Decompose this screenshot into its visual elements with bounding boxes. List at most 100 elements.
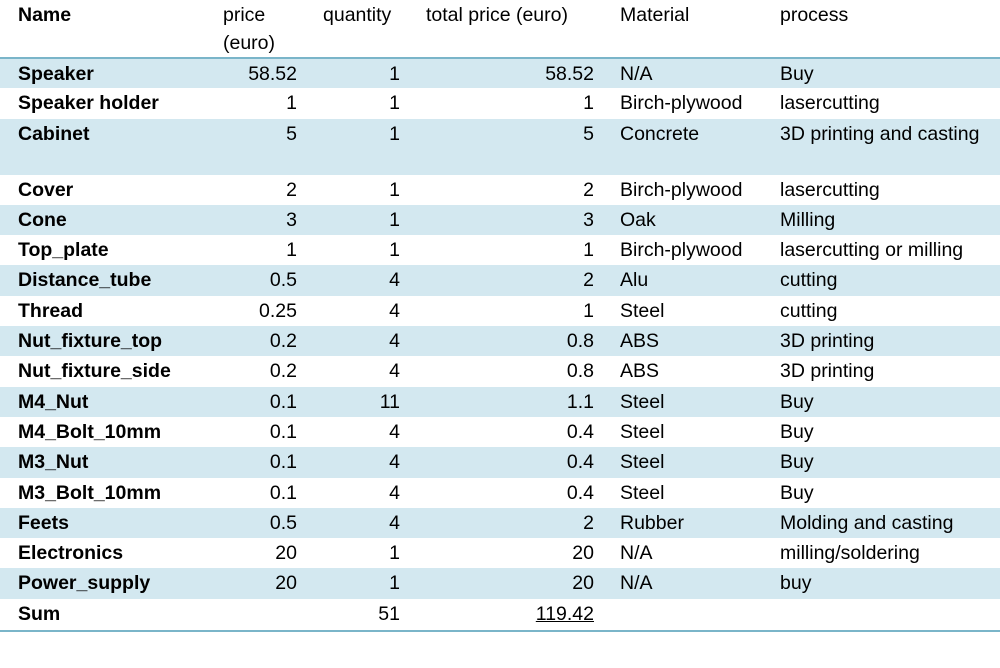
table-row: M3_Nut 0.1 4 0.4 Steel Buy [0,447,1000,478]
cell-price: 0.25 [259,299,297,322]
cell-material: N/A [620,542,653,565]
cell-price: 0.2 [269,360,297,383]
table-row: Distance_tube 0.5 4 2 Alu cutting [0,265,1000,296]
cell-material: Rubber [602,507,762,539]
cell-price: 0.2 [205,326,305,357]
cell-process: Buy [762,447,1000,478]
cell-material: Alu [602,265,762,296]
table-row: Top_plate 1 1 1 Birch-plywood lasercutting or… [0,235,1000,265]
cell-total-price: 20 [408,568,602,599]
cell-total-price: 2 [408,265,602,296]
table-row: M4_Nut 0.1 11 1.1 Steel Buy [0,386,1000,417]
header-price: price (euro) [205,0,305,59]
cell-total-price: 3 [408,204,602,236]
cell-total-price: 58.52 [408,58,602,89]
cell-material: N/A [602,568,762,599]
cell-total-price: 0.8 [566,360,594,383]
cell-quantity: 1 [389,239,400,262]
cell-price: 20 [205,568,305,599]
table-row: Nut_fixture_side 0.2 4 0.8 ABS 3D printing [0,356,1000,386]
cell-price: 0.5 [205,507,305,539]
cell-process: lasercutting [780,92,880,115]
sum-material-cell [602,598,762,632]
cell-price: 2 [286,178,297,201]
cell-material: N/A [602,58,762,89]
cell-process: Buy [780,420,814,443]
sum-process-cell [762,598,1000,632]
cell-quantity: 4 [389,420,400,443]
cell-total-price: 0.4 [566,420,594,443]
cell-name: Nut_fixture_top [0,326,205,357]
cell-name: M3_Nut [0,447,205,478]
cell-total-price: 0.8 [408,326,602,357]
cell-name: Feets [0,507,205,539]
sum-label: Sum [0,598,205,632]
sum-quantity: 51 [305,598,408,632]
cell-process: Buy [762,58,1000,89]
cell-name: Cabinet [0,118,205,175]
cell-name: Distance_tube [0,265,205,296]
cell-quantity: 4 [305,507,408,539]
cell-process: Buy [762,386,1000,417]
cell-price: 0.5 [205,265,305,296]
sum-total: 119.42 [535,602,594,625]
cell-process: 3D printing [780,360,875,383]
table-row: Cover 2 1 2 Birch-plywood lasercutting [0,175,1000,205]
cell-total-price: 1 [583,299,594,322]
header-process: process [762,0,1000,59]
cell-material: Oak [602,204,762,236]
cell-material: ABS [602,326,762,357]
cell-process: 3D printing [762,326,1000,357]
cell-total-price: 0.4 [566,481,594,504]
cell-name: Cover [18,178,74,201]
cell-name: M4_Nut [0,386,205,417]
cell-name: M4_Bolt_10mm [18,420,162,443]
cell-material: Steel [620,481,665,504]
cell-quantity: 4 [305,265,408,296]
table-row: Nut_fixture_top 0.2 4 0.8 ABS 3D printing [0,326,1000,357]
cell-price: 0.1 [269,420,297,443]
table-row: M3_Bolt_10mm 0.1 4 0.4 Steel Buy [0,478,1000,508]
cell-name: Speaker [0,58,205,89]
cell-price: 5 [205,118,305,175]
cell-price: 0.1 [205,447,305,478]
cell-material: Steel [620,420,665,443]
header-name: Name [0,0,205,59]
cell-total-price: 1 [583,92,594,115]
cell-quantity: 1 [305,58,408,89]
table-row: Thread 0.25 4 1 Steel cutting [0,296,1000,326]
cell-total-price: 1 [583,239,594,262]
cell-quantity: 1 [389,178,400,201]
cell-quantity: 4 [389,481,400,504]
cell-quantity: 11 [305,386,408,417]
cell-process: buy [762,568,1000,599]
cell-quantity: 1 [305,204,408,236]
cell-total-price: 2 [583,178,594,201]
cell-process: cutting [762,265,1000,296]
cell-process: lasercutting [780,178,880,201]
table-row: Electronics 20 1 20 N/A milling/soldering [0,538,1000,568]
cell-process: 3D printing and casting [762,118,1000,175]
cell-price: 3 [205,204,305,236]
cell-process: cutting [780,299,838,322]
bill-of-materials-table: Name price (euro) quantity total price (… [0,0,1000,632]
cell-quantity: 1 [389,542,400,565]
cell-price: 1 [286,239,297,262]
cell-process: Molding and casting [762,507,1000,539]
cell-quantity: 1 [305,118,408,175]
cell-price: 1 [286,92,297,115]
cell-total-price: 0.4 [408,447,602,478]
sum-price-cell [205,598,305,632]
cell-material: Birch-plywood [620,92,743,115]
cell-material: Birch-plywood [620,178,743,201]
cell-name: Electronics [18,542,124,565]
cell-name: Thread [18,299,84,322]
cell-process: Buy [780,481,814,504]
cell-price: 0.1 [205,386,305,417]
cell-price: 0.1 [269,481,297,504]
cell-name: Power_supply [0,568,205,599]
cell-name: Speaker holder [18,92,159,115]
table-row: M4_Bolt_10mm 0.1 4 0.4 Steel Buy [0,417,1000,447]
cell-quantity: 4 [305,447,408,478]
cell-material: Steel [602,447,762,478]
